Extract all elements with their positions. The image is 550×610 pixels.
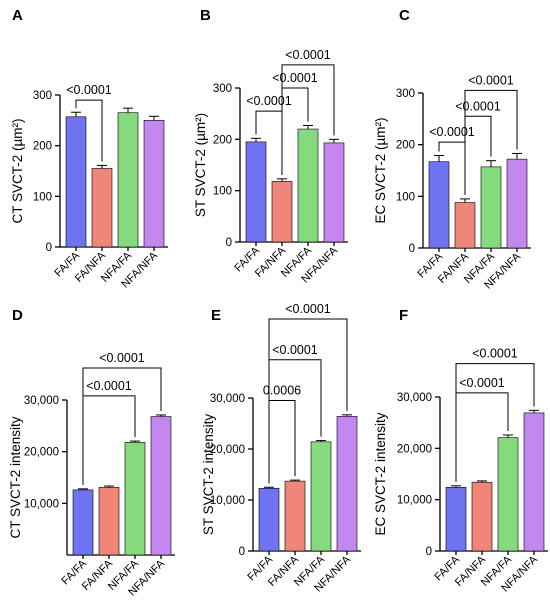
panel-letter: B [200,7,211,24]
bar-fa-nfa [91,168,113,248]
y-tick-label: 100 [213,186,232,198]
p-value-label: <0.0001 [272,343,318,357]
p-value-label: <0.0001 [472,347,518,361]
y-tick-label: 10,000 [210,495,245,507]
y-tick-label: 20,000 [210,444,245,456]
p-value-label: <0.0001 [99,351,145,365]
bar-nfa-fa [310,441,332,552]
p-value-label: <0.0001 [66,83,112,97]
significance-bracket [268,400,296,484]
y-tick-label: 200 [396,140,415,152]
p-value-label: <0.0001 [285,302,331,316]
significance-bracket [75,99,103,162]
y-tick-label: 20,000 [24,447,59,459]
y-tick-label: 30,000 [397,392,432,404]
p-value-label: <0.0001 [468,73,514,87]
bar-nfa-fa [117,112,139,248]
p-value-label: <0.0001 [285,48,331,62]
significance-bracket [281,64,335,175]
bar-fa-fa [72,489,94,556]
y-tick-label: 0 [409,243,415,255]
bar-fa-fa [258,487,280,552]
bar-fa-fa [428,161,450,249]
bar-fa-fa [445,487,467,552]
bar-fa-nfa [271,181,293,243]
y-axis-label: CT SVCT-2 intensity [8,416,23,538]
y-axis-label: ST SVCT-2 intensity [201,414,216,536]
bar-fa-nfa [454,202,476,249]
bar-nfa-nfa [336,416,358,552]
bar-fa-fa [245,141,267,243]
panel-letter: D [12,307,23,324]
panel-letter: E [211,307,221,324]
p-value-label: <0.0001 [246,94,292,108]
p-value-label: <0.0001 [86,379,132,393]
y-axis-label: CT SVCT-2 (µm²) [10,118,25,223]
bar-nfa-nfa [323,142,345,243]
bar-fa-nfa [98,487,120,556]
y-tick-label: 200 [33,141,52,153]
panel-letter: C [399,7,410,24]
y-axis-label: EC SVCT-2 intensity [373,412,388,535]
y-tick-label: 10,000 [24,498,59,510]
y-tick-label: 300 [213,83,232,95]
bar-nfa-nfa [523,412,545,552]
significance-bracket [464,89,518,195]
bar-fa-nfa [471,481,493,552]
y-axis-label: ST SVCT-2 (µm²) [193,113,208,217]
y-tick-label: 0 [239,546,245,558]
bar-nfa-nfa [150,416,172,556]
p-value-label: <0.0001 [429,125,475,139]
y-tick-label: 100 [33,191,52,203]
p-value-label: <0.0001 [459,376,505,390]
y-tick-label: 30,000 [210,393,245,405]
significance-bracket [268,318,348,484]
panel-letter: A [12,7,23,24]
significance-bracket [455,363,535,482]
bar-fa-fa [65,116,87,248]
significance-bracket [82,367,162,485]
p-value-label: <0.0001 [272,71,318,85]
y-tick-label: 20,000 [397,443,432,455]
y-tick-label: 300 [33,90,52,102]
p-value-label: 0.0006 [263,384,301,398]
bar-nfa-nfa [143,120,165,248]
y-tick-label: 0 [426,546,432,558]
y-axis-label: EC SVCT-2 (µm²) [373,117,388,223]
y-tick-label: 200 [213,134,232,146]
y-tick-label: 0 [46,242,52,254]
panel-letter: F [399,307,408,324]
bar-nfa-fa [124,442,146,556]
bar-fa-nfa [284,480,306,552]
bar-nfa-fa [497,437,519,552]
y-tick-label: 30,000 [24,395,59,407]
y-tick-label: 300 [396,88,415,100]
y-tick-label: 0 [226,237,232,249]
y-tick-label: 100 [396,191,415,203]
bar-nfa-nfa [506,158,528,249]
bar-nfa-fa [480,166,502,249]
bar-nfa-fa [297,128,319,243]
y-tick-label: 10,000 [397,495,432,507]
p-value-label: <0.0001 [455,99,501,113]
